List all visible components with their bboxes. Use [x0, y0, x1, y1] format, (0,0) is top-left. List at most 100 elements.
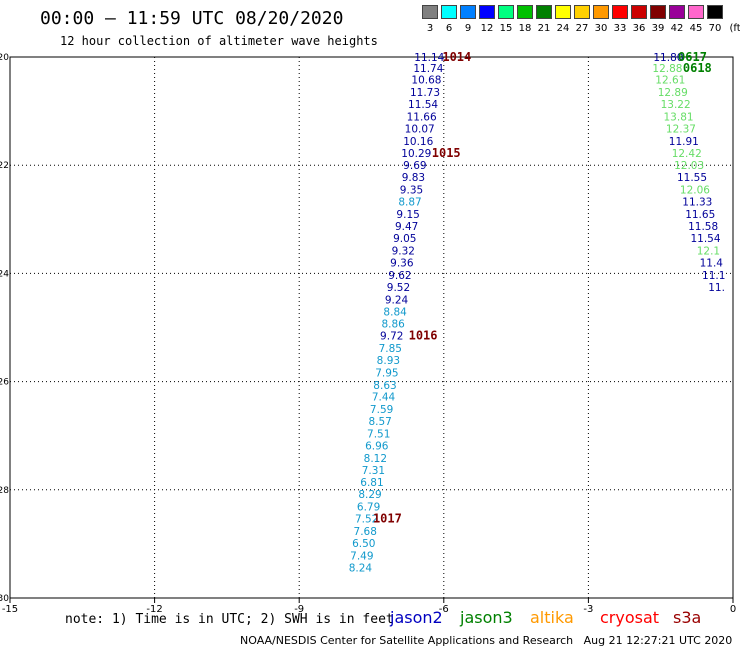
legend-swatch — [650, 5, 666, 19]
swh-value-label: 9.32 — [392, 246, 415, 258]
time-label: 1015 — [432, 146, 461, 160]
x-tick-label: -9 — [294, 604, 304, 615]
legend-swatch-label: 33 — [613, 23, 627, 34]
swh-value-label: 13.81 — [664, 112, 694, 124]
swh-value-label: 11.1 — [702, 270, 725, 282]
legend-swatch — [707, 5, 723, 19]
legend-swatch-label: 24 — [556, 23, 570, 34]
swh-value-label: 9.69 — [403, 160, 426, 172]
chart-subtitle: 12 hour collection of altimeter wave hei… — [60, 34, 378, 48]
swh-value-label: 11.91 — [669, 136, 699, 148]
swh-value-label: 8.12 — [364, 453, 387, 465]
legend-jason2: jason2 — [390, 608, 443, 627]
swh-value-label: 11.58 — [688, 221, 718, 233]
legend-swatch-label: 39 — [651, 23, 665, 34]
swh-value-label: 9.35 — [400, 185, 423, 197]
legend-swatch-label: 9 — [464, 23, 472, 34]
swh-value-label: 12.88 — [652, 63, 682, 75]
legend-swatch — [593, 5, 609, 19]
swh-value-label: 6.79 — [357, 502, 380, 514]
swh-value-label: 11.4 — [700, 258, 724, 270]
note-text: note: 1) Time is in UTC; 2) SWH is in fe… — [65, 612, 394, 627]
legend-swatch-label: 70 — [708, 23, 722, 34]
swh-value-label: 12.42 — [672, 148, 702, 160]
swh-value-label: 11.74 — [413, 63, 443, 75]
legend-swatch — [631, 5, 647, 19]
swh-value-label: 9.83 — [402, 172, 425, 184]
y-tick-label: -22 — [0, 161, 9, 171]
swh-value-label: 7.95 — [375, 367, 398, 379]
swh-value-label: 8.87 — [398, 196, 421, 208]
swh-value-label: 12.1 — [697, 246, 720, 258]
legend-swatch — [460, 5, 476, 19]
legend-swatch-label: 30 — [594, 23, 608, 34]
swh-value-label: 8.93 — [377, 355, 400, 367]
legend-swatch — [422, 5, 438, 19]
swh-value-label: 9.36 — [390, 258, 414, 270]
y-tick-label: -30 — [0, 594, 9, 604]
chart-title: 00:00 – 11:59 UTC 08/20/2020 — [40, 8, 344, 29]
swh-value-label: 11.54 — [690, 233, 720, 245]
swh-value-label: 8.57 — [368, 416, 391, 428]
swh-value-label: 12.61 — [655, 75, 685, 87]
footer: NOAA/NESDIS Center for Satellite Applica… — [240, 634, 732, 647]
swh-value-label: 9.62 — [388, 270, 411, 282]
legend-swatch — [669, 5, 685, 19]
swh-value-label: 12.06 — [680, 185, 710, 197]
swh-value-label: 10.68 — [411, 75, 441, 87]
legend-s3a: s3a — [673, 608, 702, 627]
swh-value-label: 12.03 — [674, 160, 704, 172]
legend-cryosat: cryosat — [600, 608, 660, 627]
swh-value-label: 7.68 — [354, 526, 377, 538]
legend-swatch — [574, 5, 590, 19]
legend-swatch — [479, 5, 495, 19]
legend-jason3: jason3 — [460, 608, 513, 627]
swh-value-label: 11.54 — [408, 99, 438, 111]
swh-value-label: 8.84 — [383, 306, 407, 318]
legend-swatch — [517, 5, 533, 19]
footer-credit: NOAA/NESDIS Center for Satellite Applica… — [240, 634, 574, 647]
swh-value-label: 8.63 — [373, 380, 396, 392]
legend-swatch-label: 36 — [632, 23, 646, 34]
swh-value-label: 7.59 — [370, 404, 393, 416]
time-label: 0617 — [678, 50, 707, 64]
swh-value-label: 8.86 — [381, 319, 405, 331]
swh-value-label: 11.80 — [653, 52, 683, 64]
x-tick-label: -6 — [439, 604, 449, 615]
swh-value-label: 11.14 — [414, 52, 444, 64]
swh-value-label: 9.47 — [395, 221, 418, 233]
y-tick-label: -20 — [0, 53, 9, 63]
y-tick-label: -24 — [0, 269, 9, 279]
swh-value-label: 10.16 — [403, 136, 433, 148]
swh-value-label: 12.89 — [658, 87, 688, 99]
swh-value-label: 11.55 — [677, 172, 707, 184]
legend-swatch — [536, 5, 552, 19]
x-tick-label: -15 — [2, 604, 18, 615]
legend-swatch — [498, 5, 514, 19]
legend-swatch — [688, 5, 704, 19]
swh-value-label: 9.72 — [380, 331, 403, 343]
legend-swatch-label: 6 — [445, 23, 453, 34]
swh-value-label: 7.44 — [372, 392, 396, 404]
legend-swatch-label: 27 — [575, 23, 589, 34]
legend-swatch-label: 45 — [689, 23, 703, 34]
swh-value-label: 11. — [708, 282, 725, 294]
swh-value-label: 7.51 — [367, 429, 390, 441]
legend-swatch-label: 3 — [426, 23, 434, 34]
swh-value-label: 6.50 — [352, 538, 375, 550]
x-tick-label: -3 — [583, 604, 593, 615]
swh-value-label: 13.22 — [661, 99, 691, 111]
plot-frame — [9, 56, 734, 599]
swh-value-label: 11.66 — [407, 112, 437, 124]
y-tick-label: -26 — [0, 378, 9, 388]
swh-value-label: 10.29 — [401, 148, 431, 160]
time-label: 1017 — [373, 511, 402, 525]
swh-value-label: 7.52 — [355, 513, 378, 525]
swh-value-label: 9.05 — [393, 233, 416, 245]
legend-swatch-label: 21 — [537, 23, 551, 34]
swh-value-label: 12.37 — [666, 123, 696, 135]
footer-timestamp: Aug 21 12:27:21 UTC 2020 — [583, 634, 733, 647]
swh-value-label: 7.49 — [350, 550, 373, 562]
legend-swatch — [612, 5, 628, 19]
